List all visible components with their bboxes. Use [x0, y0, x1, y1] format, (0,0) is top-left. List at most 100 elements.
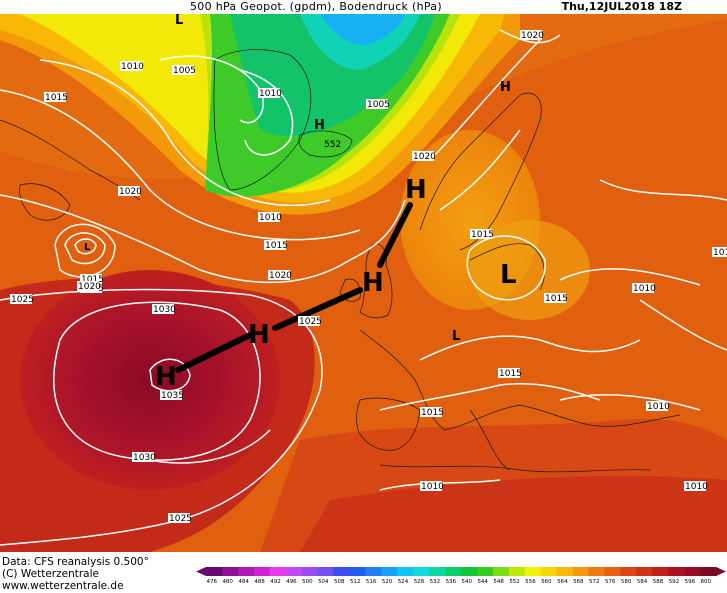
norway-coast [419, 92, 542, 251]
website-link[interactable]: www.wetterzentrale.de [2, 580, 124, 592]
scale-cell [556, 567, 573, 576]
scale-cell [492, 567, 510, 576]
scale-tick-label: 532 [430, 579, 441, 585]
ridge-segment-1 [175, 332, 253, 373]
scale-cell [652, 567, 669, 576]
pressure-centers: H H H H H H L L L L [84, 14, 517, 392]
scale-tick-label: 496 [286, 579, 297, 585]
scale-cell [429, 567, 446, 576]
scale-cells [196, 567, 726, 576]
scale-cell [636, 567, 653, 576]
data-source: Data: CFS reanalysis 0.500° [2, 556, 149, 568]
scale-ticks: 476 480 484 488 492 496 500 504 508 512 516 520 524 5… [207, 579, 712, 585]
label-1020-c: 1020 [269, 271, 292, 281]
greenland-hint [213, 49, 312, 191]
label-1015-d: 1015 [81, 275, 104, 285]
scale-tick-label: 576 [605, 579, 616, 585]
label-1020-d: 1020 [119, 187, 142, 197]
label-1010-d: 1010 [421, 482, 444, 492]
scale-tick-label: 552 [509, 579, 520, 585]
scale-cell [301, 567, 318, 576]
isobar-1030b [139, 429, 271, 464]
low-center-cyclone: L [84, 242, 91, 253]
scale-cell [269, 567, 286, 576]
iceland-coast [298, 130, 353, 158]
scale-cell [317, 567, 334, 576]
color-scale: 476 480 484 488 492 496 500 504 508 512 516 520 524 5… [196, 567, 726, 585]
scale-cell [381, 567, 398, 576]
scale-tick-label: 540 [462, 579, 473, 585]
scale-tick-label: 528 [414, 579, 425, 585]
high-center-norway: H [405, 175, 427, 205]
scale-cell [333, 567, 350, 576]
scale-tick-label: 504 [318, 579, 329, 585]
isobar-low-east [466, 235, 546, 301]
ridge-segment-3 [377, 202, 413, 268]
label-1015-f: 1015 [499, 369, 522, 379]
scale-tick-label: 488 [254, 579, 265, 585]
ridge-segment-2 [272, 287, 363, 331]
scale-tick-label: 564 [557, 579, 568, 585]
scale-cell [588, 567, 605, 576]
scale-tick-label: 508 [334, 579, 345, 585]
label-1015-i: 1015 [713, 248, 727, 258]
high-core [20, 270, 280, 490]
label-1015-b: 1015 [265, 241, 288, 251]
scale-tick-label: 548 [493, 579, 504, 585]
scale-tick-label: 560 [541, 579, 552, 585]
label-1015-c: 1015 [471, 230, 494, 240]
isobar-1015b [419, 335, 641, 361]
iberia-coast [356, 397, 421, 451]
scale-cell [253, 567, 271, 576]
africa-coast [379, 464, 651, 473]
scale-tick-label: 476 [207, 579, 218, 585]
label-1020-a: 1020 [521, 31, 544, 41]
scale-cell [684, 567, 701, 576]
band-cyan [320, 14, 405, 45]
scale-tick-label: 588 [653, 579, 664, 585]
label-1010-f: 1010 [647, 402, 670, 412]
label-1010-c: 1010 [259, 213, 282, 223]
scale-tick-label: 568 [573, 579, 584, 585]
label-1025-a: 1025 [11, 295, 34, 305]
high-center-greenland: H [314, 118, 325, 133]
isobar-1010b [239, 69, 294, 156]
label-1020-e: 1020 [78, 282, 101, 292]
scale-cell [572, 567, 589, 576]
scale-cell [206, 567, 223, 576]
isobar-1015-med [379, 382, 601, 411]
scale-tick-label: 544 [477, 579, 488, 585]
isobar-cyclone2 [74, 238, 97, 255]
isobar-1010-se [559, 394, 701, 411]
scale-cell [221, 567, 239, 576]
label-1020-b: 1020 [413, 152, 436, 162]
scale-arrow-right [716, 567, 726, 576]
label-1005-a: 1005 [173, 66, 196, 76]
label-1015-g: 1015 [545, 294, 568, 304]
high-center-uk: H [362, 268, 384, 298]
italy-coast [469, 409, 511, 471]
europe-coast [359, 329, 681, 431]
copyright: (C) Wetterzentrale [2, 568, 99, 580]
isobar-scand [429, 39, 541, 211]
scale-cell [237, 567, 255, 576]
high-center-azores: H [155, 362, 177, 392]
high-center-north: H [500, 80, 511, 95]
scale-cell [365, 567, 382, 576]
high-center-mid: H [248, 320, 270, 350]
isobar-cyclone3 [54, 223, 116, 278]
label-1015-e: 1015 [421, 408, 444, 418]
label-1035: 1035 [161, 391, 184, 401]
map-title: 500 hPa Geopot. (gpdm), Bodendruck (hPa) [190, 0, 442, 13]
scale-tick-label: 480 [222, 579, 233, 585]
label-1030-b: 1030 [133, 453, 156, 463]
low-center-france: L [452, 329, 460, 344]
scale-tick-label: 556 [525, 579, 536, 585]
scale-tick-label: 572 [589, 579, 600, 585]
weather-map: 1010 1005 1015 1010 1020 1005 1010 1020 … [0, 14, 727, 552]
scale-tick-label: 580 [621, 579, 632, 585]
isobar-labels: 1010 1005 1015 1010 1020 1005 1010 1020 … [10, 30, 727, 524]
scale-tick-label: 516 [366, 579, 377, 585]
scale-tick-label: 484 [238, 579, 249, 585]
isobar-east-1015 [639, 299, 727, 351]
